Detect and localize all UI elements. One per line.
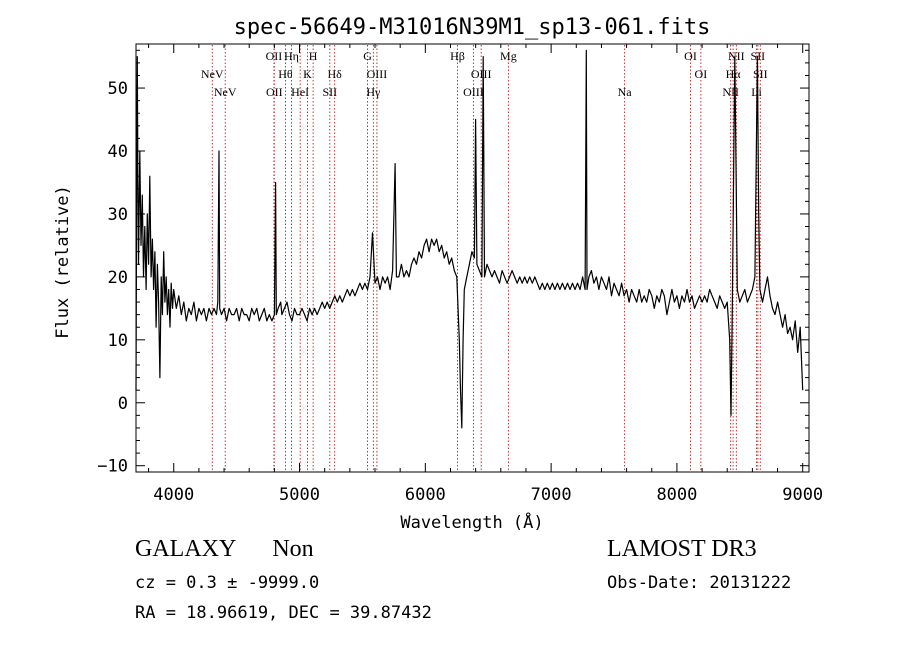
- line-marker-label: NeV: [201, 67, 224, 81]
- line-marker-label: HeI: [291, 85, 309, 99]
- line-marker-label: Hθ: [278, 67, 293, 81]
- line-marker-label: OI: [684, 49, 697, 63]
- y-tick-label: 20: [108, 268, 128, 288]
- line-marker-label: SII: [751, 49, 766, 63]
- line-marker-label: OIII: [463, 85, 484, 99]
- line-marker-label: NeV: [214, 85, 237, 99]
- y-axis: −10 0 10 20 30 40 50: [97, 49, 809, 477]
- line-marker-label: Mg: [500, 49, 517, 63]
- coordinates-label: RA = 18.96619, DEC = 39.87432: [135, 603, 432, 623]
- line-marker-label: Hα: [726, 67, 742, 81]
- line-marker-label: OIII: [367, 67, 388, 81]
- class-label: GALAXY: [135, 536, 237, 562]
- x-tick-label: 5000: [279, 485, 320, 505]
- object-class: GALAXY Non: [135, 536, 314, 563]
- line-marker-label: OII: [266, 85, 283, 99]
- subclass-label: Non: [272, 536, 314, 562]
- y-tick-label: 50: [108, 79, 128, 99]
- x-axis-label: Wavelength (Å): [400, 511, 543, 533]
- line-marker-label: OI: [695, 67, 708, 81]
- redshift-label: cz = 0.3 ± -9999.0: [135, 573, 320, 593]
- line-marker-label: G: [363, 49, 372, 63]
- y-tick-label: 10: [108, 331, 128, 351]
- line-marker-label: Hδ: [327, 67, 342, 81]
- line-marker-label: SII: [322, 85, 337, 99]
- line-marker-label: OIII: [471, 67, 492, 81]
- y-tick-label: 0: [118, 394, 128, 414]
- line-marker-label: H: [309, 49, 318, 63]
- x-axis: 4000 5000 6000 7000 8000 9000: [148, 44, 823, 505]
- x-tick-label: 9000: [782, 485, 823, 505]
- line-marker-label: SII: [753, 67, 768, 81]
- spectrum-series: [135, 49, 804, 429]
- line-marker-label: Hγ: [366, 85, 381, 99]
- spectrum-line: [135, 49, 804, 429]
- x-tick-label: 8000: [656, 485, 697, 505]
- y-tick-label: −10: [97, 457, 128, 477]
- y-axis-label: Flux (relative): [53, 185, 73, 339]
- x-tick-label: 6000: [405, 485, 446, 505]
- line-marker-label: Na: [618, 85, 633, 99]
- line-marker-label: NII: [728, 49, 745, 63]
- line-marker-label: K: [303, 67, 312, 81]
- line-marker-label: Hβ: [450, 49, 465, 63]
- x-tick-label: 7000: [531, 485, 572, 505]
- plot-frame: [135, 43, 810, 473]
- chart-title: spec-56649-M31016N39M1_sp13-061.fits: [234, 15, 711, 40]
- survey-label: LAMOST DR3: [607, 536, 757, 562]
- emission-line-markers: NeVNeVOIIOIIHθHηHeIKHHδSIIGOIIIHγHβOIIIO…: [201, 45, 768, 471]
- obs-date-label: Obs-Date: 20131222: [607, 573, 792, 593]
- y-tick-label: 30: [108, 205, 128, 225]
- y-tick-label: 40: [108, 142, 128, 162]
- x-tick-label: 4000: [153, 485, 194, 505]
- line-marker-label: Hη: [284, 49, 299, 63]
